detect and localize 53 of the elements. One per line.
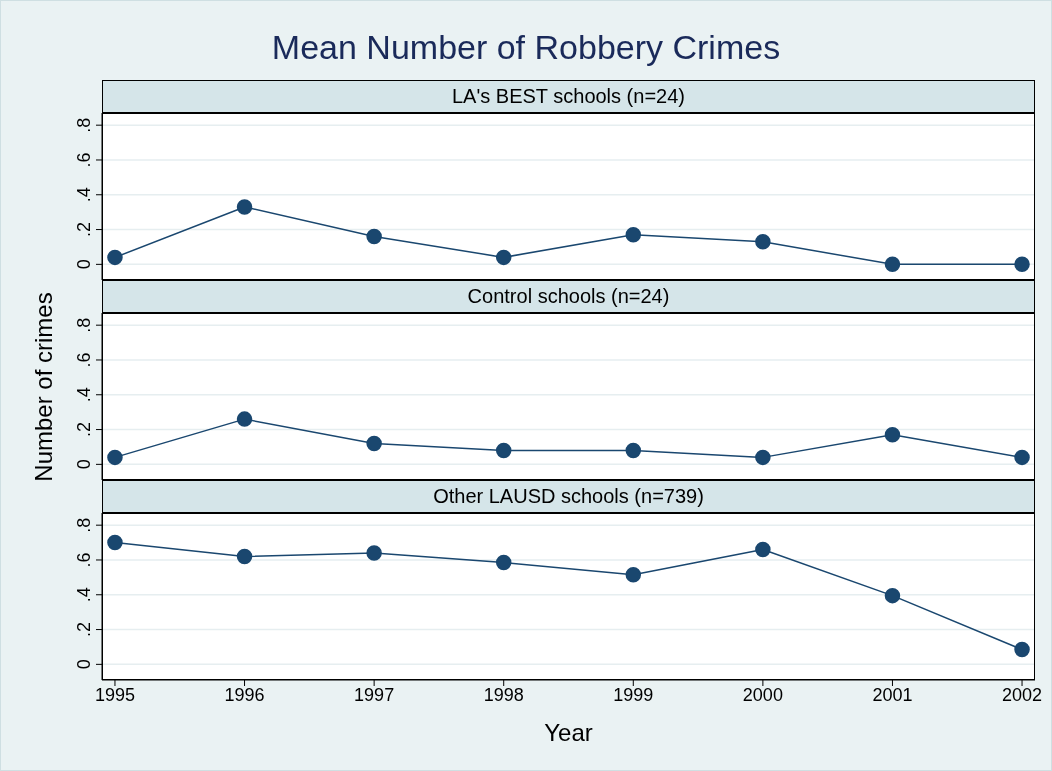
chart-subtitle: Other LAUSD schools (n=739) <box>102 480 1035 513</box>
x-tick-label: 1997 <box>354 684 395 705</box>
y-axis-title: Number of crimes <box>29 290 58 484</box>
point <box>755 541 771 558</box>
y-tick-label: .8 <box>74 317 94 333</box>
point <box>107 449 123 466</box>
point <box>1014 256 1030 273</box>
point <box>884 427 901 443</box>
x-tick-label: 1998 <box>483 684 524 705</box>
x-axis-title: Year <box>544 719 593 746</box>
point <box>495 249 512 266</box>
point <box>755 449 771 466</box>
point <box>236 199 253 215</box>
y-tick-label: .6 <box>74 552 94 568</box>
y-tick-label: 0 <box>74 459 94 470</box>
x-tick-label: 1999 <box>613 684 654 705</box>
y-tick-label: .6 <box>74 152 94 168</box>
point <box>625 227 642 243</box>
point <box>625 442 642 459</box>
point <box>236 411 253 427</box>
x-tick-label: 1995 <box>94 684 135 705</box>
point <box>495 442 512 459</box>
point <box>884 256 901 273</box>
y-tick-label: 0 <box>74 659 94 670</box>
point <box>107 534 123 551</box>
point <box>366 545 382 561</box>
x-tick-label: 2000 <box>742 684 783 705</box>
point <box>755 233 771 250</box>
point <box>625 567 642 583</box>
x-tick-label: 2001 <box>872 684 913 705</box>
point <box>107 249 123 266</box>
x-tick-label: 1996 <box>224 684 265 705</box>
point <box>366 228 382 245</box>
y-tick-label: .2 <box>74 222 94 238</box>
y-tick-label: 0 <box>74 259 94 270</box>
point <box>1014 641 1030 658</box>
x-tick-label: 2002 <box>1002 684 1043 705</box>
point <box>366 435 382 452</box>
y-tick-label: .4 <box>74 587 94 603</box>
y-tick-label: .4 <box>74 187 94 203</box>
chart-title: Mean Number of Robbery Crimes <box>270 28 782 67</box>
point <box>236 548 253 565</box>
chart-subtitle: LA's BEST schools (n=24) <box>102 80 1035 113</box>
chart-subtitle: Control schools (n=24) <box>102 280 1035 313</box>
point <box>884 587 901 604</box>
y-tick-label: .8 <box>74 117 94 133</box>
y-tick-label: .6 <box>74 352 94 368</box>
y-tick-label: .2 <box>74 622 94 638</box>
point <box>495 554 512 571</box>
y-tick-label: .8 <box>74 517 94 533</box>
point <box>1014 449 1030 466</box>
y-tick-label: .4 <box>74 387 94 403</box>
y-tick-label: .2 <box>74 422 94 438</box>
